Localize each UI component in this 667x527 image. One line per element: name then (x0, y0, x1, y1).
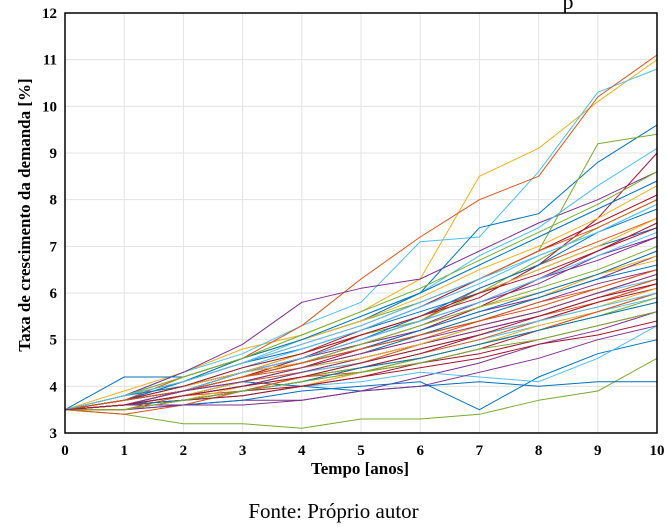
x-tick-label: 6 (416, 443, 424, 459)
x-tick-label: 7 (476, 443, 484, 459)
y-tick-labels: 3 4 5 6 7 8 9 10 11 12 (42, 6, 58, 442)
x-tick-label: 10 (650, 443, 665, 459)
x-tick-label: 1 (120, 443, 128, 459)
series-line-31 (65, 325, 658, 411)
series-line-60 (65, 311, 658, 411)
x-tick-label: 3 (239, 443, 247, 459)
y-tick-label: 8 (50, 193, 58, 209)
x-tick-label: 5 (357, 443, 365, 459)
x-tick-label: 8 (535, 443, 543, 459)
series-line-56 (64, 301, 658, 411)
series-lines (64, 54, 658, 429)
series-line-62 (64, 283, 658, 411)
series-line-55 (64, 227, 658, 411)
y-tick-label: 12 (42, 6, 57, 22)
series-line-8 (64, 54, 658, 411)
y-axis-label: Taxa de crescimento da demanda [%] (15, 78, 34, 351)
x-axis-label: Tempo [anos] (311, 459, 409, 478)
x-tick-label: 2 (180, 443, 188, 459)
y-tick-label: 3 (50, 426, 58, 442)
series-line-61 (64, 203, 658, 411)
series-line-59 (64, 273, 658, 411)
x-tick-labels: 0 1 2 3 4 5 6 7 8 9 10 (61, 443, 664, 459)
y-tick-label: 7 (50, 239, 58, 255)
plot-frame (64, 12, 658, 434)
y-tick-label: 9 (50, 146, 58, 162)
series-line-49 (64, 180, 658, 411)
y-tick-label: 10 (42, 99, 57, 115)
top-text-fragment: p (562, 0, 574, 14)
x-tick-label: 4 (298, 443, 306, 459)
series-line-53 (64, 171, 658, 411)
x-tick-label: 0 (61, 443, 69, 459)
series-line-4 (64, 357, 658, 429)
x-tick-label: 9 (594, 443, 602, 459)
y-tick-label: 11 (43, 53, 57, 69)
y-tick-label: 6 (50, 286, 58, 302)
figure-caption: Fonte: Próprio autor (248, 499, 419, 523)
y-tick-label: 5 (50, 333, 58, 349)
y-tick-label: 4 (50, 379, 58, 395)
